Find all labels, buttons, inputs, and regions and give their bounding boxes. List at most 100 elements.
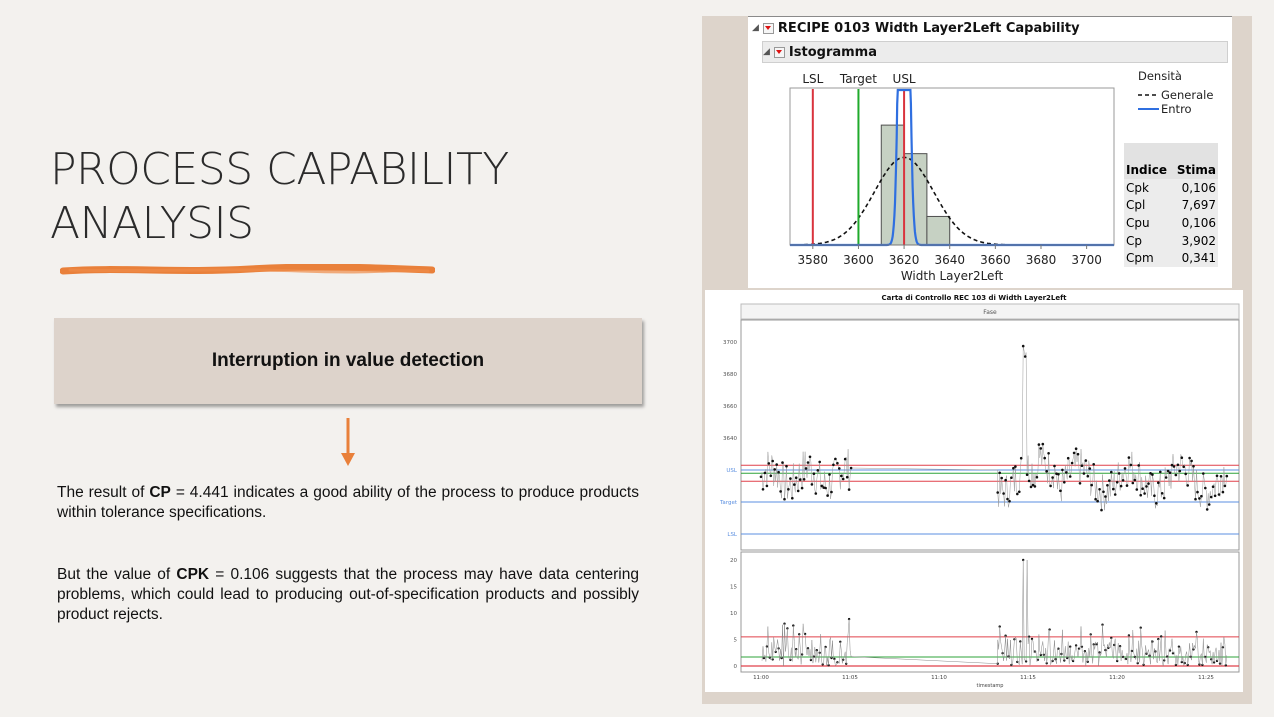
individuals-point (1074, 447, 1078, 450)
individuals-point (794, 476, 798, 479)
slide-title-line1: PROCESS CAPABILITY (50, 144, 509, 195)
individuals-point (1068, 475, 1072, 478)
capability-stats-table: Indice Stima Cpk 0,106 Cpl 7,697 Cpu 0,106 … (1124, 143, 1218, 267)
individuals-point (818, 460, 821, 464)
individuals-point (836, 461, 839, 465)
x-axis-label: timestamp (977, 683, 1004, 689)
individuals-point (1215, 474, 1219, 478)
individuals-point (1066, 456, 1070, 460)
individuals-point (1123, 467, 1127, 470)
individuals-point (1012, 466, 1015, 470)
individuals-point (816, 469, 820, 472)
individuals-point (1059, 489, 1062, 493)
individuals-point (789, 477, 792, 480)
individuals-point (1127, 456, 1131, 459)
individuals-point (1039, 447, 1043, 450)
collapse-triangle-icon[interactable]: ◢ (763, 47, 770, 57)
individuals-point (847, 488, 851, 491)
mr-y-tick-label: 20 (730, 558, 737, 564)
individuals-point (1151, 473, 1154, 476)
stats-header-index: Indice (1124, 143, 1172, 179)
collapse-triangle-icon[interactable]: ◢ (752, 23, 759, 33)
individuals-point (1194, 497, 1197, 501)
x-tick-label: 11:25 (1198, 675, 1214, 681)
individuals-point (1043, 456, 1046, 460)
control-chart: Carta di Controllo REC 103 di Width Laye… (719, 294, 1240, 689)
individuals-point (1192, 465, 1195, 468)
stats-header-estimate: Stima (1172, 143, 1218, 179)
individuals-point (1051, 476, 1054, 479)
individuals-point (1049, 484, 1052, 488)
individuals-point (1041, 442, 1045, 446)
report-title: RECIPE 0103 Width Layer2Left Capability (777, 20, 1080, 36)
red-dropdown-icon[interactable] (762, 22, 774, 34)
spec-label-usl: USL (893, 72, 916, 86)
individuals-point (1172, 465, 1176, 468)
individuals-point (1174, 473, 1178, 477)
individuals-point (1096, 499, 1099, 503)
red-dropdown-icon[interactable] (773, 46, 785, 58)
individuals-point (1098, 488, 1101, 491)
cpk-term: CPK (176, 566, 210, 583)
individuals-point (763, 471, 767, 475)
x-tick-label: 11:10 (931, 675, 947, 681)
individuals-point (765, 484, 769, 488)
individuals-point (1131, 481, 1135, 485)
individuals-point (1021, 344, 1025, 348)
plot-frame (789, 87, 1115, 246)
individuals-point (814, 492, 818, 495)
individuals-point (1037, 443, 1041, 446)
individuals-point (1082, 472, 1086, 475)
individuals-point (779, 490, 782, 493)
individuals-point (802, 478, 806, 481)
individuals-point (798, 478, 802, 481)
histogram-header[interactable]: ◢ Istogramma (762, 41, 1228, 63)
down-arrow-icon (341, 418, 355, 466)
slide-title-line2: ANALYSIS (50, 198, 254, 249)
individuals-point (773, 468, 776, 471)
individuals-point (1033, 485, 1037, 488)
individuals-point (998, 471, 1001, 475)
individuals-point (1010, 476, 1013, 479)
individuals-point (767, 462, 771, 465)
individuals-point (1112, 487, 1115, 491)
individuals-point (1088, 467, 1092, 470)
individuals-point (804, 467, 808, 470)
individuals-point (1108, 479, 1111, 482)
individuals-point (1205, 508, 1209, 511)
individuals-point (1155, 502, 1158, 505)
individuals-point (1065, 471, 1068, 474)
mr-y-tick-label: 15 (730, 585, 737, 591)
capability-report: ◢ RECIPE 0103 Width Layer2Left Capabilit… (748, 16, 1232, 288)
table-row: Cpm 0,341 (1124, 249, 1218, 267)
control-chart-panel: Carta di Controllo REC 103 di Width Laye… (705, 290, 1243, 692)
report-header[interactable]: ◢ RECIPE 0103 Width Layer2Left Capabilit… (752, 17, 1080, 39)
y-tick-label: 3640 (723, 436, 737, 442)
individuals-point (785, 464, 788, 468)
individuals-point (777, 470, 780, 474)
individuals-point (1168, 471, 1172, 474)
individuals-point (1170, 463, 1174, 467)
legend-within-label: Entro (1161, 102, 1192, 116)
paragraph-cp: The result of CP = 4.441 indicates a goo… (57, 484, 639, 521)
x-tick-label: 3580 (798, 253, 829, 267)
individuals-point (1159, 470, 1162, 474)
individuals-point (1139, 493, 1142, 497)
individuals-point (1110, 470, 1113, 474)
ref-label-lsl: LSL (727, 532, 738, 538)
individuals-point (1149, 472, 1152, 475)
individuals-point (1086, 474, 1090, 478)
individuals-point (1000, 476, 1003, 480)
individuals-point (1102, 490, 1105, 494)
individuals-point (1008, 499, 1011, 503)
individuals-point (996, 491, 999, 494)
individuals-frame (740, 319, 1240, 551)
individuals-point (1186, 484, 1189, 487)
individuals-point (1223, 484, 1227, 488)
paragraph-cpk: But the value of CPK = 0.106 suggests th… (57, 566, 639, 623)
individuals-point (828, 473, 831, 476)
individuals-point (1160, 492, 1164, 495)
individuals-point (1162, 496, 1166, 500)
individuals-point (1115, 481, 1119, 484)
x-tick-label: 11:00 (753, 675, 769, 681)
